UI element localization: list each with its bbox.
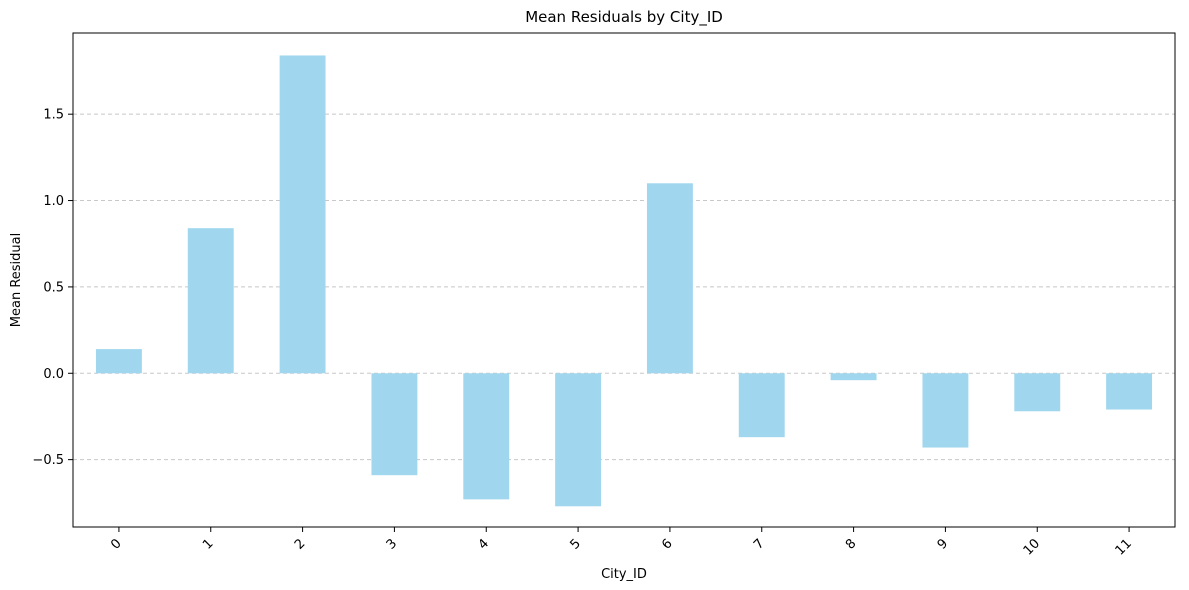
y-tick-label: 0.5	[43, 280, 64, 295]
bar-city-4	[463, 373, 510, 500]
y-axis-ticks: −0.5 0.0 0.5 1.0 1.5	[32, 108, 73, 468]
bar-city-11	[1106, 373, 1153, 410]
bar-city-9	[922, 373, 969, 448]
y-tick-label: −0.5	[32, 453, 64, 468]
x-tick-label: 11	[1113, 536, 1135, 558]
x-tick-label: 9	[935, 536, 951, 552]
bars	[95, 55, 1153, 507]
x-tick-label: 3	[384, 536, 400, 552]
y-tick-label: 1.5	[43, 108, 64, 123]
bar-city-2	[279, 55, 326, 374]
x-tick-label: 10	[1021, 536, 1043, 558]
y-tick-label: 0.0	[43, 367, 64, 382]
x-tick-label: 2	[292, 536, 308, 552]
x-axis-ticks: 0 1 2 3 4 5 6 7 8 9 10 11	[108, 527, 1135, 559]
bar-city-10	[1014, 373, 1061, 412]
x-tick-label: 5	[567, 536, 583, 552]
chart-title: Mean Residuals by City_ID	[525, 8, 723, 27]
grid-lines	[73, 113, 1175, 461]
bar-city-7	[738, 373, 785, 438]
bar-city-1	[187, 228, 234, 374]
x-tick-label: 4	[476, 536, 492, 552]
bar-city-8	[830, 373, 877, 381]
bar-city-6	[646, 183, 693, 374]
bar-city-5	[555, 373, 602, 507]
bar-city-3	[371, 373, 418, 476]
x-tick-label: 7	[751, 536, 767, 552]
y-tick-label: 1.0	[43, 194, 64, 209]
plot-area-frame	[72, 32, 1176, 528]
x-tick-label: 8	[843, 536, 859, 552]
x-tick-label: 0	[108, 536, 124, 552]
bar-city-0	[95, 349, 142, 374]
x-axis-label: City_ID	[601, 567, 647, 582]
x-tick-label: 1	[200, 536, 216, 552]
x-tick-label: 6	[659, 536, 675, 552]
y-axis-label: Mean Residual	[9, 233, 24, 327]
